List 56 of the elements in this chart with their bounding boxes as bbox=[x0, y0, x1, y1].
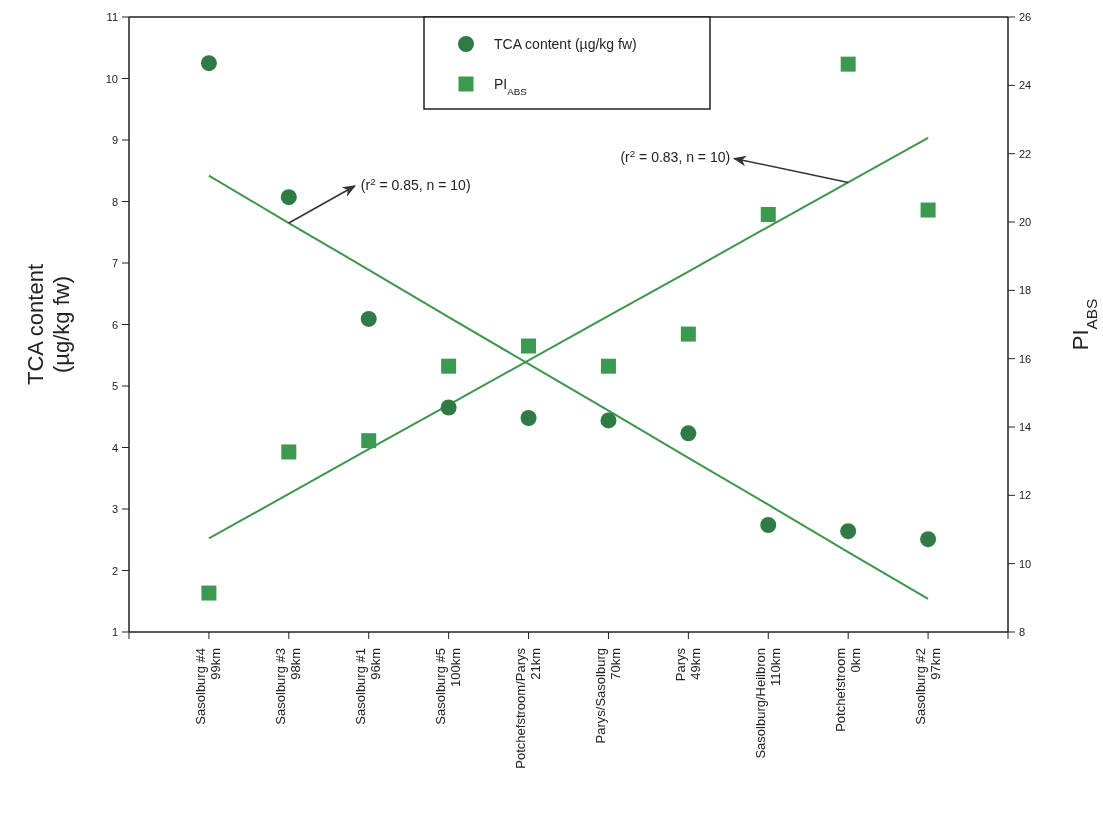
x-tick-label: Potchefstroom/Parys 21km bbox=[513, 647, 544, 769]
y2-tick-label: 18 bbox=[1019, 284, 1032, 297]
y-tick-label: 11 bbox=[106, 11, 118, 23]
point bbox=[520, 409, 537, 426]
x-tick-label: Sasolburg #2 97km bbox=[912, 648, 943, 725]
y2-tick-label: 16 bbox=[1019, 352, 1032, 365]
point bbox=[920, 531, 937, 548]
y-axis-title: TCA content (µg/kg fw) bbox=[23, 263, 74, 386]
y-tick-label: 7 bbox=[111, 257, 118, 269]
y-tick-label: 3 bbox=[111, 503, 118, 515]
point bbox=[680, 326, 696, 342]
y2-tick-label: 24 bbox=[1019, 79, 1032, 92]
point bbox=[281, 444, 297, 460]
x-tick-label: Sasolburg #5 100km bbox=[433, 648, 464, 725]
point bbox=[361, 433, 377, 449]
point bbox=[680, 425, 697, 442]
y2-tick-label: 14 bbox=[1019, 421, 1032, 433]
y-tick-label: 8 bbox=[111, 195, 118, 208]
y2-tick-label: 20 bbox=[1019, 216, 1032, 228]
annotation: (r$^{2}$ = 0.83, n = 10) bbox=[620, 147, 731, 166]
y-tick-label: 2 bbox=[111, 564, 118, 577]
y-tick-label: 4 bbox=[111, 441, 118, 454]
y-tick-label: 1 bbox=[111, 626, 118, 638]
point bbox=[441, 358, 457, 374]
y-tick-label: 9 bbox=[111, 134, 118, 146]
y2-tick-label: 12 bbox=[1019, 489, 1032, 502]
y2-tick-label: 10 bbox=[1019, 557, 1032, 570]
x-tick-label: Sasolburg #1 96km bbox=[353, 648, 384, 725]
x-tick-label: Sasolburg #3 98km bbox=[273, 648, 304, 725]
y2-tick-label: 22 bbox=[1019, 147, 1032, 160]
point bbox=[760, 516, 777, 533]
legend-label: TCA content (µg/kg fw) bbox=[494, 36, 637, 52]
point bbox=[201, 585, 217, 601]
legend-label: PI$_{ABS}$ bbox=[494, 76, 528, 97]
x-tick-label: Sasolburg #4 99km bbox=[193, 648, 224, 725]
point bbox=[440, 399, 457, 416]
point bbox=[521, 338, 537, 354]
point bbox=[760, 206, 776, 222]
point bbox=[600, 412, 617, 429]
point bbox=[200, 55, 217, 72]
y-tick-label: 6 bbox=[111, 318, 118, 331]
y-tick-label: 10 bbox=[105, 72, 118, 85]
point bbox=[840, 56, 856, 72]
x-tick-label: Parys 49km bbox=[672, 647, 703, 682]
point bbox=[920, 202, 936, 218]
point bbox=[360, 310, 377, 327]
x-tick-label: Sasolburg/Heilbron 110km bbox=[752, 648, 783, 759]
y-tick-label: 5 bbox=[111, 380, 118, 392]
annotation: (r$^{2}$ = 0.85, n = 10) bbox=[360, 175, 471, 194]
x-tick-label: Parys/Sasolburg 70km bbox=[592, 648, 623, 744]
y2-tick-label: 26 bbox=[1019, 11, 1032, 23]
point bbox=[600, 358, 616, 374]
y2-tick-label: 8 bbox=[1019, 626, 1026, 638]
x-tick-label: Potchefstroom 0km bbox=[832, 648, 863, 732]
point bbox=[840, 523, 857, 540]
point bbox=[280, 189, 297, 206]
